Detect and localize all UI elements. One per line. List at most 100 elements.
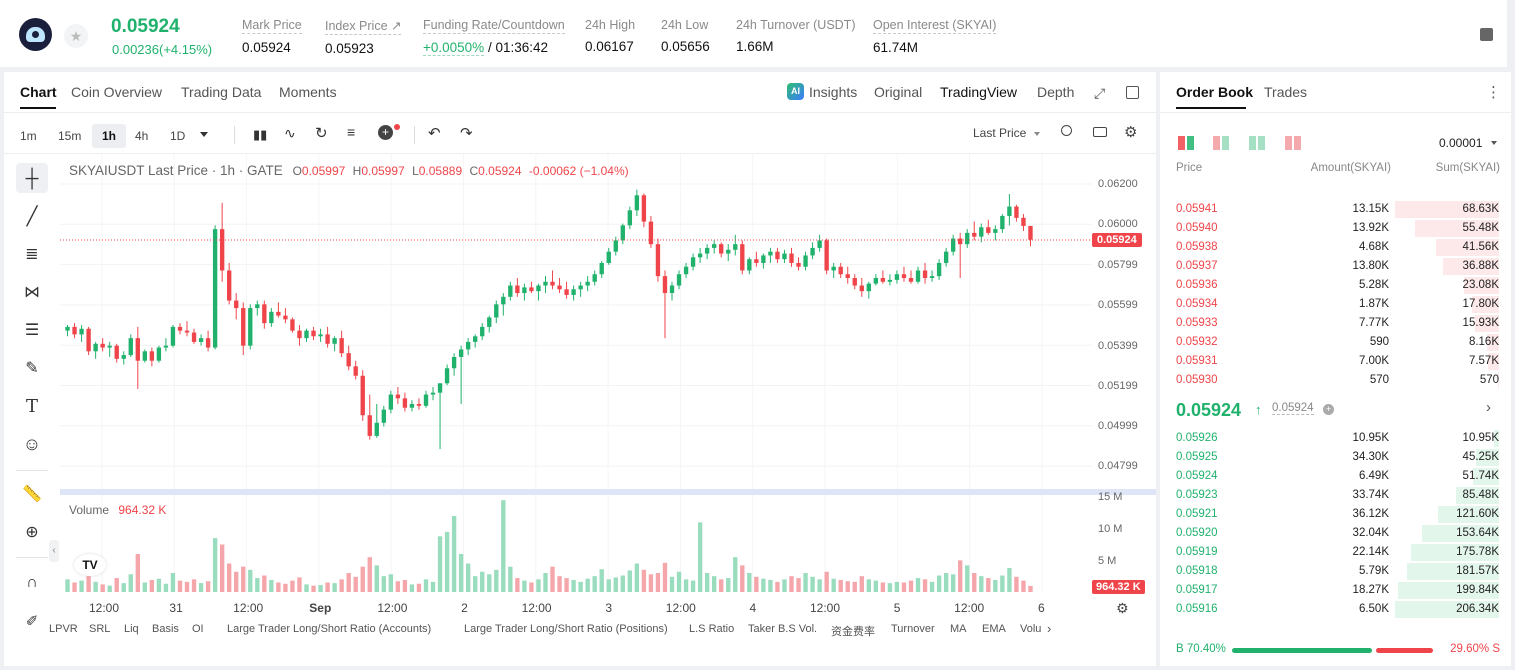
bid-row[interactable]: 0.05926 10.95K 10.95K [1160, 429, 1511, 448]
indicator-item[interactable]: Large Trader Long/Short Ratio (Accounts) [227, 623, 432, 635]
volume-bar [198, 583, 204, 592]
interval-1m[interactable]: 1m [20, 129, 37, 143]
tab-moments[interactable]: Moments [279, 84, 337, 100]
interval-4h[interactable]: 4h [135, 129, 149, 143]
search-icon[interactable] [1061, 125, 1072, 136]
price-type-caret-icon[interactable] [1034, 132, 1040, 136]
tab-coin-overview[interactable]: Coin Overview [71, 84, 163, 100]
indicator-scroll-right-icon[interactable]: › [1047, 621, 1052, 636]
expand-icon[interactable]: ⤢ [1094, 85, 1106, 101]
favorite-star-icon[interactable]: ★ [64, 24, 88, 48]
redo-icon[interactable]: ↷ [460, 125, 473, 142]
indicator-item[interactable]: Volu [1020, 623, 1042, 635]
ai-insights-icon[interactable]: AI [787, 83, 804, 100]
bid-row[interactable]: 0.05925 34.30K 45.25K [1160, 448, 1511, 467]
ask-row[interactable]: 0.05930 570 570 [1160, 371, 1511, 390]
tab-original[interactable]: Original [874, 84, 923, 100]
precision-caret-icon[interactable] [1491, 141, 1497, 145]
view-split-icon[interactable] [1213, 136, 1229, 150]
ask-row[interactable]: 0.05940 13.92K 55.48K [1160, 219, 1511, 238]
row-sum: 175.78K [1456, 546, 1499, 558]
guide-book-icon[interactable] [1480, 28, 1493, 41]
indicator-item[interactable]: EMA [982, 623, 1006, 635]
templates-icon[interactable]: ≡ [347, 124, 356, 140]
tab-chart[interactable]: Chart [20, 84, 57, 100]
ask-row[interactable]: 0.05931 7.00K 7.57K [1160, 352, 1511, 371]
ask-row[interactable]: 0.05933 7.77K 15.93K [1160, 314, 1511, 333]
indicator-item[interactable]: Taker B.S Vol. [748, 623, 818, 635]
text-tool-icon[interactable]: T [25, 395, 38, 417]
indicator-item[interactable]: Large Trader Long/Short Ratio (Positions… [464, 623, 668, 635]
volume-bar [177, 580, 183, 592]
bid-row[interactable]: 0.05923 33.74K 85.48K [1160, 486, 1511, 505]
crosshair-icon[interactable]: ┼ [16, 163, 48, 193]
bid-row[interactable]: 0.05919 22.14K 175.78K [1160, 543, 1511, 562]
ask-row[interactable]: 0.05936 5.28K 23.08K [1160, 276, 1511, 295]
bid-row[interactable]: 0.05924 6.49K 51.74K [1160, 467, 1511, 486]
add-alert-icon[interactable]: + [378, 125, 393, 140]
window-icon[interactable] [1126, 86, 1139, 99]
brush-icon[interactable]: ✎ [25, 360, 39, 377]
pencil-lock-icon[interactable]: ✐ [25, 613, 39, 630]
mid-info-icon[interactable]: + [1323, 404, 1334, 415]
ask-row[interactable]: 0.05932 590 8.16K [1160, 333, 1511, 352]
bid-row[interactable]: 0.05921 36.12K 121.60K [1160, 505, 1511, 524]
tab-insights[interactable]: Insights [809, 84, 858, 100]
tab-trading-data[interactable]: Trading Data [181, 84, 262, 100]
compare-icon[interactable]: ↻ [315, 125, 328, 142]
camera-icon[interactable] [1093, 127, 1107, 137]
more-options-icon[interactable]: ⋮ [1486, 84, 1501, 101]
price-chart[interactable] [4, 72, 1156, 666]
tab-order-book[interactable]: Order Book [1176, 84, 1254, 100]
indicator-item[interactable]: LPVR [49, 623, 78, 635]
ask-row[interactable]: 0.05938 4.68K 41.56K [1160, 238, 1511, 257]
view-asks-icon[interactable] [1285, 136, 1301, 150]
row-sum: 68.63K [1462, 203, 1499, 215]
collapse-sidebar-icon[interactable]: ‹ [49, 540, 59, 562]
parallel-lines-icon[interactable]: ≣ [25, 246, 39, 263]
zoom-in-icon[interactable]: ⊕ [25, 524, 39, 541]
ask-row[interactable]: 0.05941 13.15K 68.63K [1160, 200, 1511, 219]
view-both-icon[interactable] [1178, 136, 1194, 150]
ask-row[interactable]: 0.05937 13.80K 36.88K [1160, 257, 1511, 276]
tab-tradingview[interactable]: TradingView [940, 84, 1018, 100]
chart-settings-icon[interactable]: ⚙ [1116, 600, 1129, 616]
indicator-item[interactable]: 资金费率 [831, 626, 875, 638]
candle-type-icon[interactable]: ▮▮ [253, 127, 268, 142]
magnet-icon[interactable]: ∩ [26, 574, 38, 591]
indicator-item[interactable]: Basis [152, 623, 179, 635]
indicators-icon[interactable]: ∿ [284, 125, 296, 141]
stat-index-price[interactable]: Index Price ↗ 0.05923 [325, 19, 402, 56]
trend-line-icon[interactable]: ╱ [26, 205, 38, 226]
indicator-item[interactable]: MA [950, 623, 967, 635]
fib-retracement-icon[interactable]: ☰ [24, 322, 40, 339]
emoji-icon[interactable]: ☺ [22, 433, 42, 454]
undo-icon[interactable]: ↶ [428, 125, 441, 142]
row-sum: 36.88K [1462, 260, 1499, 272]
settings-gear-icon[interactable]: ⚙ [1124, 124, 1138, 141]
indicator-item[interactable]: Turnover [891, 623, 935, 635]
price-type-select[interactable]: Last Price [973, 126, 1027, 140]
indicator-item[interactable]: L.S Ratio [689, 623, 735, 635]
bid-row[interactable]: 0.05918 5.79K 181.57K [1160, 562, 1511, 581]
tab-depth[interactable]: Depth [1037, 84, 1075, 100]
bid-row[interactable]: 0.05917 18.27K 199.84K [1160, 581, 1511, 600]
bid-row[interactable]: 0.05920 32.04K 153.64K [1160, 524, 1511, 543]
interval-15m[interactable]: 15m [58, 129, 82, 143]
candle-body [339, 338, 344, 354]
ruler-icon[interactable]: 📏 [22, 486, 42, 503]
bid-row[interactable]: 0.05916 6.50K 206.34K [1160, 600, 1511, 619]
indicator-item[interactable]: SRL [89, 623, 111, 635]
interval-dropdown-icon[interactable] [200, 132, 208, 137]
ask-row[interactable]: 0.05934 1.87K 17.80K [1160, 295, 1511, 314]
indicator-item[interactable]: OI [192, 623, 204, 635]
interval-1d[interactable]: 1D [170, 129, 186, 143]
indicator-item[interactable]: Liq [124, 623, 139, 635]
candle-body [690, 257, 696, 267]
interval-1h[interactable]: 1h [92, 124, 127, 148]
mid-chevron-right-icon[interactable]: › [1486, 399, 1491, 416]
tab-trades[interactable]: Trades [1264, 84, 1308, 100]
precision-select[interactable]: 0.00001 [1439, 136, 1483, 150]
pattern-icon[interactable]: ⋈ [24, 284, 40, 301]
view-bids-icon[interactable] [1249, 136, 1265, 150]
